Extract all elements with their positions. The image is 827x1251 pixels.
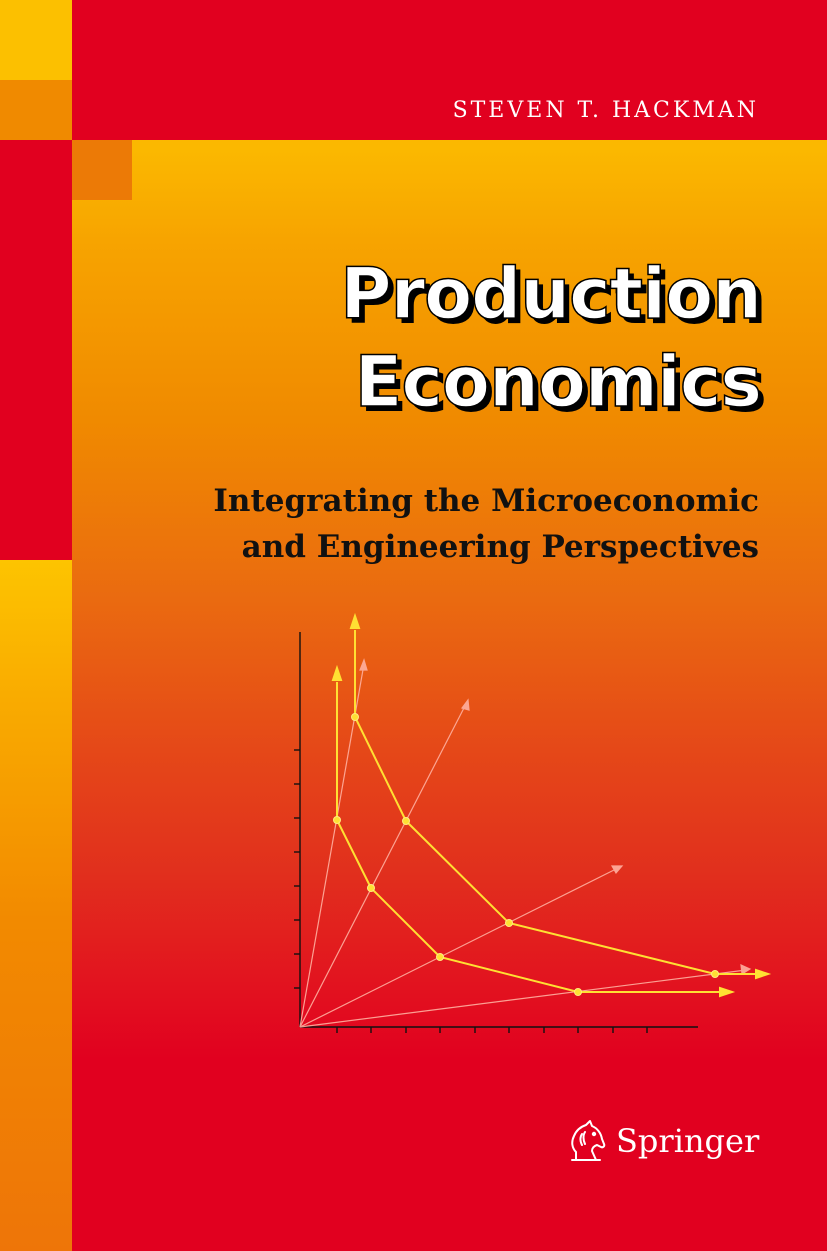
subtitle-line-2: and Engineering Perspectives — [241, 529, 759, 565]
isoquant-figure — [294, 612, 772, 1033]
author-name: STEVEN T. HACKMAN — [452, 98, 759, 123]
book-subtitle: Integrating the Microeconomic and Engine… — [213, 478, 759, 570]
left-strip-red — [0, 140, 72, 560]
axes — [294, 632, 698, 1033]
left-strip-yellow-bottom — [0, 560, 72, 1251]
orange-square-accent — [72, 140, 132, 200]
isoquant-upper — [349, 612, 772, 980]
data-points — [333, 713, 719, 996]
title-line-1: Production — [340, 252, 763, 336]
title-line-2: Economics — [354, 340, 763, 424]
top-red-band — [72, 0, 827, 140]
left-strip-orange — [0, 80, 72, 140]
book-title: Production Economics — [340, 250, 763, 426]
rays — [299, 658, 752, 1028]
left-strip-yellow-top — [0, 0, 72, 80]
publisher-name: Springer — [616, 1122, 760, 1160]
publisher-logo: Springer — [566, 1118, 759, 1164]
isoquant-lower — [331, 664, 736, 998]
springer-horse-icon — [571, 1120, 606, 1161]
subtitle-line-1: Integrating the Microeconomic — [213, 483, 759, 519]
